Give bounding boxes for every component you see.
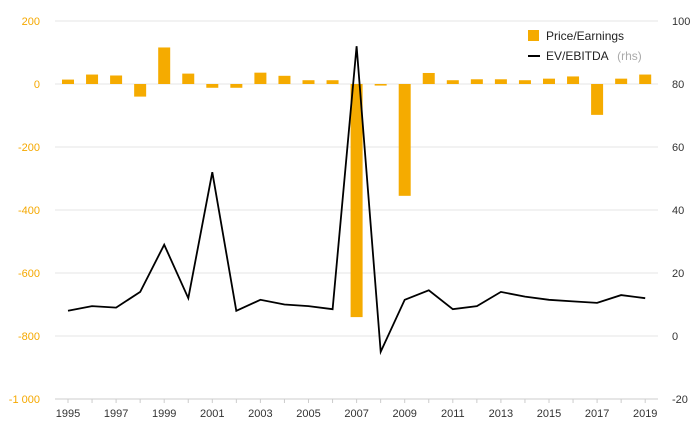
bar-pe (470, 79, 483, 84)
y-left-tick-label: 200 (22, 16, 40, 28)
y-left-tick-label: 0 (34, 79, 40, 91)
x-tick-label: 1999 (152, 408, 176, 420)
bar-pe (206, 84, 219, 88)
bar-pe (567, 76, 580, 84)
y-left-tick-label: -600 (18, 268, 40, 280)
line-series (67, 46, 646, 356)
bar-pe (86, 74, 99, 84)
x-tick-label: 2003 (248, 408, 272, 420)
y-right-tick-label: 40 (672, 205, 684, 217)
legend-swatch-bar (528, 30, 539, 41)
legend-label-bar: Price/Earnings (546, 29, 624, 43)
y-left-tick-label: -200 (18, 142, 40, 154)
bar-pe (350, 84, 363, 318)
y-right-tick-label: 0 (672, 331, 678, 343)
bar-pe (254, 72, 267, 84)
x-tick-label: 2005 (296, 408, 320, 420)
bar-pe (326, 80, 339, 84)
x-tick-label: 2015 (537, 408, 561, 420)
y-right-tick-label: 20 (672, 268, 684, 280)
x-tick-label: 2009 (392, 408, 416, 420)
x-tick-label: 2011 (441, 408, 465, 420)
bar-pe (158, 47, 171, 84)
x-tick-label: 2001 (200, 408, 224, 420)
y-left-tick-label: -800 (18, 331, 40, 343)
y-right-tick-label: -20 (672, 394, 688, 406)
x-tick-label: 2019 (633, 408, 657, 420)
x-tick-label: 2007 (344, 408, 368, 420)
y-left-tick-label: -1 000 (9, 394, 40, 406)
bar-pe (615, 78, 628, 84)
bar-pe (398, 84, 411, 196)
legend-label-line-suffix: (rhs) (617, 49, 642, 63)
bar-series (62, 47, 652, 318)
bar-pe (422, 72, 435, 84)
bar-pe (134, 84, 147, 97)
bar-pe (230, 84, 243, 88)
line-ev-ebitda (67, 46, 646, 356)
x-tick-label: 2017 (585, 408, 609, 420)
bar-pe (182, 73, 195, 84)
y-right-tick-label: 60 (672, 142, 684, 154)
x-tick-label: 2013 (489, 408, 513, 420)
bar-pe (639, 74, 652, 84)
x-axis: 1995 1997 1999 2001 2003 2005 2007 2009 2011 2013… (55, 398, 658, 420)
bar-pe (110, 75, 123, 84)
x-tick-label: 1997 (104, 408, 128, 420)
y-left-tick-label: -400 (18, 205, 40, 217)
bar-pe (374, 84, 387, 86)
bar-pe (591, 84, 604, 115)
y-right-tick-label: 80 (672, 79, 684, 91)
legend-label-line: EV/EBITDA (rhs) (546, 47, 642, 64)
bar-pe (518, 80, 531, 84)
bar-pe (62, 79, 74, 84)
y-right-tick-label: 100 (672, 16, 690, 28)
right-axis: 100 80 60 40 20 0 -20 (672, 16, 690, 406)
bar-pe (494, 79, 507, 84)
bar-pe (278, 75, 291, 84)
legend-label-line-name: EV/EBITDA (546, 49, 609, 63)
bar-pe (446, 80, 459, 84)
legend: Price/Earnings EV/EBITDA (rhs) (528, 29, 642, 64)
x-tick-label: 1995 (56, 408, 80, 420)
bar-pe (543, 78, 555, 84)
bar-pe (302, 80, 315, 84)
left-axis: 200 0 -200 -400 -600 -800 -1 000 (9, 16, 40, 406)
